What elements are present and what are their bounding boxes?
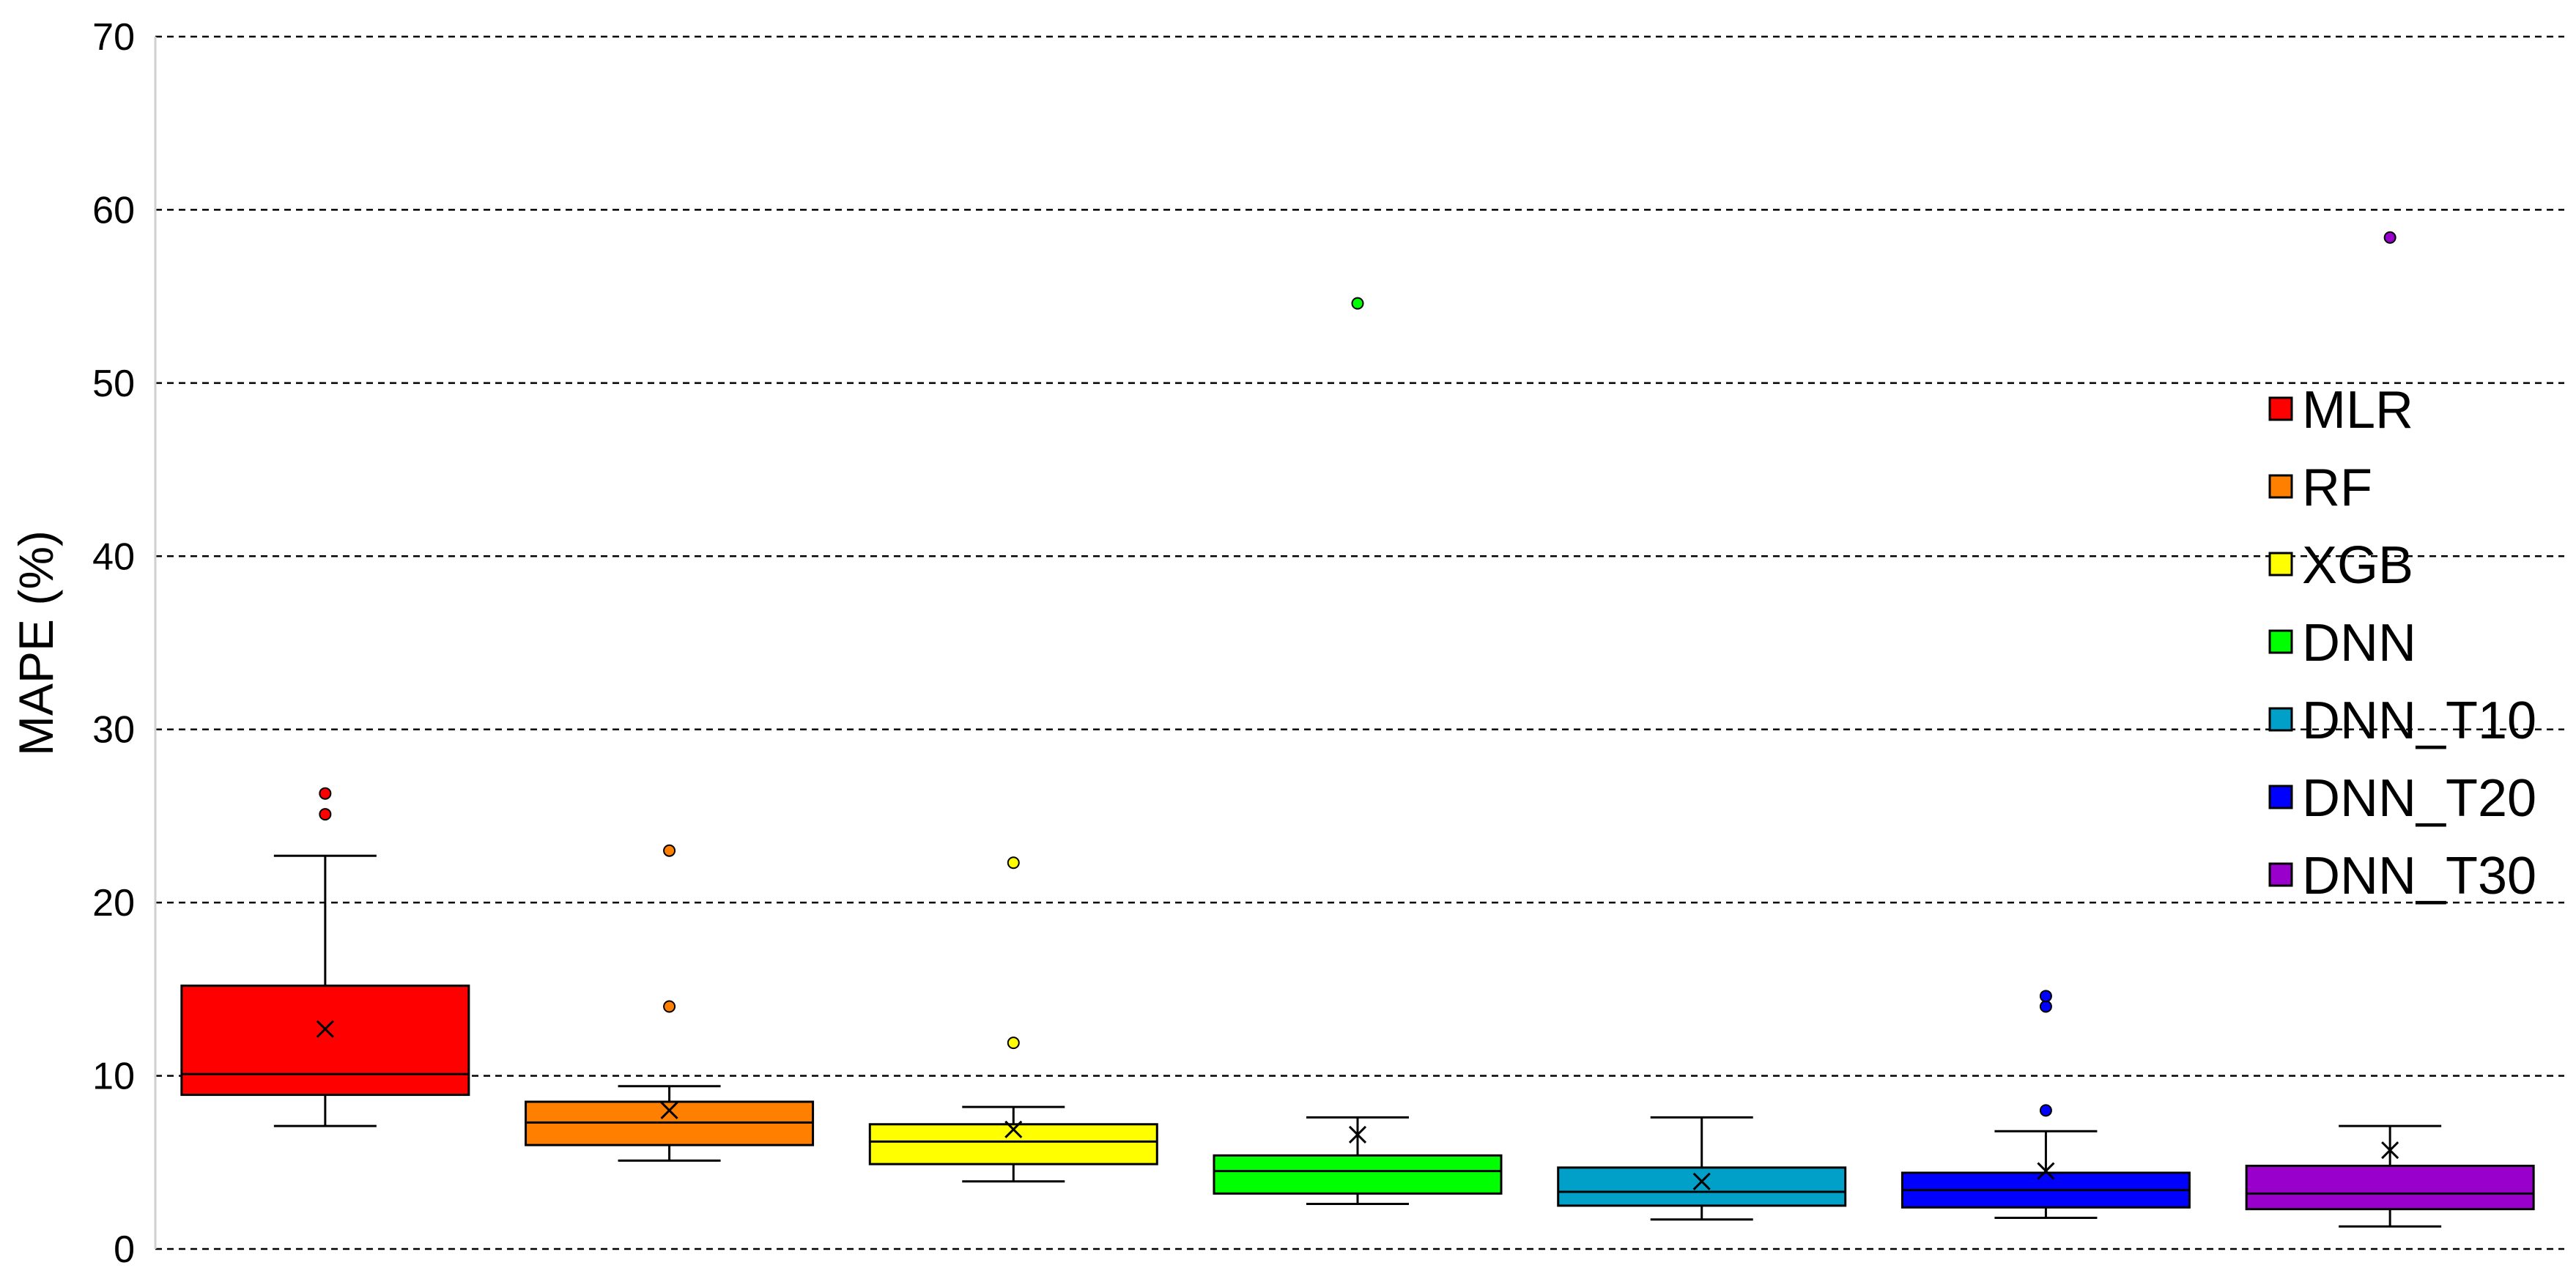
box-dnn-t30 — [2245, 231, 2535, 1228]
y-tick-label: 10 — [92, 1056, 135, 1098]
outlier-point — [319, 808, 332, 821]
y-tick-label: 60 — [92, 189, 135, 231]
outlier-point — [663, 1000, 676, 1013]
legend-label: XGB — [2302, 536, 2413, 595]
box-rf — [525, 844, 815, 1162]
outlier-point — [1351, 297, 1364, 310]
mean-marker — [2381, 1141, 2399, 1160]
legend-swatch — [2268, 552, 2293, 577]
legend-label: DNN_T30 — [2302, 847, 2536, 905]
legend-label: DNN_T10 — [2302, 692, 2536, 750]
outlier-point — [1007, 1037, 1020, 1050]
y-axis-title: MAPE (%) — [9, 530, 63, 756]
grid-layer — [155, 35, 2564, 1250]
outlier-point — [2383, 231, 2397, 244]
legend-swatch — [2268, 862, 2293, 887]
box-body — [1213, 1154, 1503, 1195]
legend-label: DNN_T20 — [2302, 769, 2536, 828]
legend-item: DNN_T10 — [2268, 692, 2536, 750]
y-tick-label: 50 — [92, 363, 135, 405]
y-tick-label: 20 — [92, 882, 135, 924]
legend-item: DNN — [2268, 614, 2416, 672]
mean-marker — [1348, 1125, 1367, 1144]
box-body — [2245, 1165, 2535, 1211]
outlier-point — [663, 844, 676, 857]
legend-item: XGB — [2268, 536, 2413, 595]
box-body — [1557, 1166, 1847, 1207]
box-dnn-t10 — [1557, 1116, 1847, 1221]
legend-swatch — [2268, 785, 2293, 809]
legend-label: DNN — [2302, 614, 2416, 672]
axis-layer: 0 10 20 30 40 50 60 70 — [92, 16, 157, 1271]
y-tick-label: 70 — [92, 16, 135, 59]
mean-marker — [1004, 1120, 1023, 1138]
mean-marker — [1692, 1172, 1711, 1190]
legend-swatch — [2268, 629, 2293, 654]
legend-item: DNN_T20 — [2268, 769, 2536, 828]
outlier-point — [2039, 1000, 2052, 1013]
legend-swatch — [2268, 474, 2293, 499]
legend-item: MLR — [2268, 381, 2413, 440]
legend-label: MLR — [2302, 381, 2413, 440]
legend-swatch — [2268, 396, 2293, 421]
mean-marker — [2037, 1162, 2055, 1180]
mean-marker — [660, 1101, 678, 1119]
box-dnn-t20 — [1900, 990, 2191, 1219]
legend-swatch — [2268, 707, 2293, 732]
mean-marker — [316, 1020, 334, 1038]
box-body — [180, 985, 470, 1097]
outlier-point — [2039, 1104, 2052, 1117]
box-dnn — [1213, 297, 1503, 1206]
outlier-point — [1007, 856, 1020, 870]
outlier-point — [2039, 990, 2052, 1003]
legend: MLR RF XGB DNN DNN_T10 DNN_T20 DNN_T30 — [2268, 381, 2536, 905]
y-tick-label: 40 — [92, 535, 135, 578]
legend-item: RF — [2268, 459, 2372, 517]
box-xgb — [868, 856, 1158, 1183]
legend-item: DNN_T30 — [2268, 847, 2536, 905]
legend-label: RF — [2302, 459, 2372, 517]
y-tick-label: 0 — [114, 1228, 135, 1271]
boxes-layer — [180, 231, 2535, 1228]
outlier-point — [319, 787, 332, 800]
y-tick-label: 30 — [92, 709, 135, 752]
box-mlr — [180, 787, 470, 1127]
